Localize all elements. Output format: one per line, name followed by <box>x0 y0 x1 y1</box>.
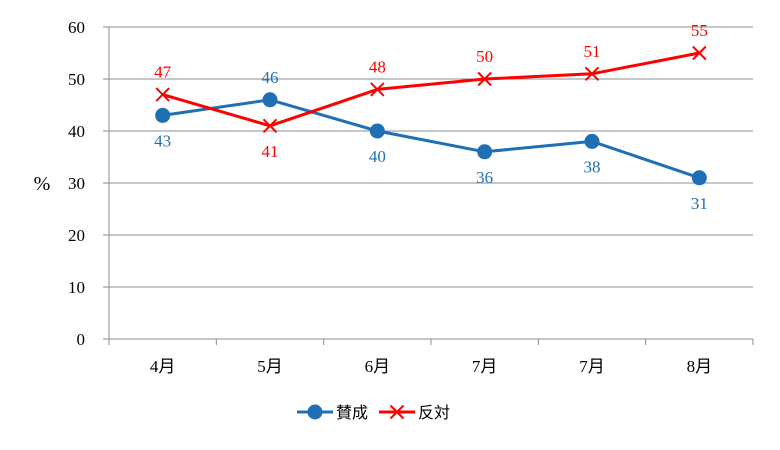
y-tick-label: 40 <box>68 122 85 141</box>
data-point <box>262 118 278 134</box>
data-point <box>477 71 492 87</box>
gridlines <box>109 26 753 288</box>
data-point <box>584 66 600 82</box>
data-label: 50 <box>476 47 493 66</box>
legend-label: 反対 <box>418 403 450 422</box>
data-point <box>370 82 385 97</box>
x-tick-label: 8月 <box>687 357 713 376</box>
data-label: 47 <box>154 63 172 82</box>
y-tick-label: 0 <box>77 330 86 349</box>
x-tick-label: 7月 <box>472 357 498 376</box>
y-tick-label: 20 <box>68 226 85 245</box>
series-1: 43 46 40 36 38 31 <box>154 68 708 213</box>
y-tick-label: 60 <box>68 18 85 37</box>
data-point <box>584 133 600 149</box>
x-axis-ticks: 4月 5月 6月 7月 7月 8月 <box>108 339 754 376</box>
data-point <box>477 144 493 160</box>
legend-label: 賛成 <box>336 403 368 422</box>
data-point <box>155 107 171 123</box>
data-label: 51 <box>584 42 601 61</box>
data-label: 55 <box>691 21 708 40</box>
data-point <box>262 92 278 108</box>
x-tick-label: 6月 <box>365 357 391 376</box>
data-label: 46 <box>262 68 279 87</box>
y-tick-label: 10 <box>68 278 85 297</box>
legend-item-2: 反対 <box>379 403 450 422</box>
series-line <box>162 51 700 128</box>
legend-marker <box>307 404 323 420</box>
x-tick-label: 4月 <box>150 357 176 376</box>
data-point <box>369 123 385 139</box>
data-label: 43 <box>154 131 171 150</box>
legend-item-1: 賛成 <box>297 403 368 422</box>
data-label: 31 <box>691 194 708 213</box>
y-tick-label: 30 <box>68 174 85 193</box>
data-label: 40 <box>369 147 386 166</box>
data-label: 36 <box>476 168 493 187</box>
data-point <box>692 45 707 61</box>
series-2: 47 41 48 50 51 55 <box>154 21 708 161</box>
y-tick-label: 50 <box>68 70 85 89</box>
data-point <box>691 170 707 186</box>
legend: 賛成 反対 <box>297 403 450 422</box>
data-point <box>155 87 170 102</box>
legend-marker <box>389 404 405 420</box>
x-tick-label: 5月 <box>257 357 283 376</box>
series-line <box>162 98 700 180</box>
data-label: 48 <box>369 57 386 76</box>
y-axis-ticks: 0 10 20 30 40 50 60 <box>68 18 109 349</box>
data-label: 38 <box>584 157 601 176</box>
y-axis-label: % <box>34 173 51 195</box>
series-group: 43 46 40 36 38 31 47 41 48 50 51 55 <box>154 21 708 213</box>
data-label: 41 <box>262 142 279 161</box>
x-tick-label: 7月 <box>579 357 605 376</box>
